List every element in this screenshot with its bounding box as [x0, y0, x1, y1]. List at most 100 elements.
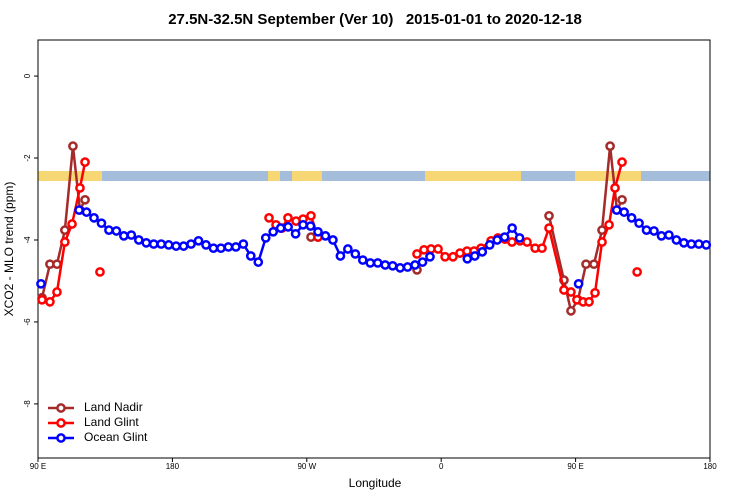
data-point: [290, 228, 301, 239]
data-point: [544, 210, 554, 221]
data-point: [60, 237, 70, 247]
series-line: [40, 146, 624, 315]
legend-marker: [56, 418, 66, 428]
data-point: [306, 210, 316, 221]
data-point: [395, 263, 405, 273]
data-point: [477, 247, 488, 257]
land-mask-strip: [38, 171, 710, 181]
x-tick-label: 0: [439, 462, 444, 471]
data-point: [417, 257, 428, 267]
data-point: [412, 249, 422, 259]
data-point: [104, 225, 114, 235]
data-point: [156, 239, 167, 249]
data-point: [573, 278, 584, 289]
data-point: [81, 207, 92, 217]
data-point: [253, 257, 264, 267]
data-point: [74, 205, 84, 215]
chart-title: 27.5N-32.5N September (Ver 10) 2015-01-0…: [168, 11, 582, 28]
data-point: [597, 237, 607, 247]
data-point: [484, 240, 495, 250]
data-point: [664, 230, 674, 240]
data-point: [133, 235, 144, 245]
data-point: [119, 231, 129, 241]
data-point: [671, 235, 682, 245]
data-point: [264, 213, 274, 223]
data-point: [96, 218, 107, 229]
data-point: [89, 213, 99, 223]
data-point: [335, 251, 346, 261]
data-point: [186, 239, 196, 249]
data-point: [305, 221, 316, 231]
data-point: [469, 251, 480, 261]
data-point: [350, 249, 361, 259]
data-point: [402, 262, 413, 272]
data-point: [589, 259, 599, 270]
x-tick-label: 180: [166, 462, 180, 471]
data-point: [686, 239, 697, 249]
series-line: [78, 208, 707, 270]
data-point: [313, 226, 323, 237]
data-point: [507, 237, 517, 247]
data-point: [387, 260, 398, 271]
legend-label: Land Glint: [84, 415, 139, 429]
data-point: [80, 157, 90, 167]
data-point: [656, 231, 667, 241]
data-point: [365, 258, 376, 268]
data-point: [75, 183, 85, 193]
data-point: [605, 141, 615, 151]
data-point: [679, 238, 689, 248]
data-point: [80, 194, 90, 205]
data-point: [343, 244, 353, 254]
data-point: [37, 294, 47, 305]
data-point: [163, 240, 174, 250]
data-point: [298, 219, 308, 230]
x-tick-label: 90 W: [297, 462, 316, 471]
data-point: [238, 239, 249, 249]
data-point: [440, 251, 450, 262]
data-point: [448, 251, 458, 262]
data-point: [604, 219, 614, 230]
data-point: [566, 306, 576, 316]
data-point: [641, 225, 652, 235]
data-point: [193, 235, 204, 246]
data-point: [617, 194, 627, 205]
data-point: [357, 255, 368, 265]
land-strip: [268, 171, 280, 181]
data-point: [171, 241, 181, 251]
data-point: [126, 230, 137, 240]
data-point: [462, 253, 473, 264]
data-point: [231, 242, 241, 252]
data-point: [619, 207, 629, 217]
data-point: [36, 278, 46, 289]
y-tick-label: 0: [23, 73, 32, 78]
data-point: [611, 205, 622, 215]
legend-label: Ocean Glint: [84, 430, 148, 444]
data-point: [245, 251, 256, 261]
y-tick-label: -2: [23, 154, 32, 162]
data-point: [610, 183, 620, 193]
data-point: [617, 157, 627, 167]
data-point: [320, 231, 331, 241]
data-point: [632, 267, 642, 277]
legend-label: Land Nadir: [84, 400, 143, 414]
data-point: [626, 213, 637, 223]
data-point: [522, 237, 532, 247]
data-point: [111, 226, 122, 236]
data-point: [649, 226, 659, 236]
data-point: [693, 239, 704, 249]
x-tick-label: 90 E: [567, 462, 583, 471]
data-point: [95, 267, 105, 277]
data-point: [433, 244, 443, 254]
data-point: [67, 219, 77, 229]
land-strip: [292, 171, 322, 181]
plot-frame: [37, 39, 711, 459]
data-point: [410, 260, 420, 270]
data-point: [492, 235, 503, 245]
data-point: [566, 287, 576, 297]
data-point: [275, 223, 286, 233]
data-point: [581, 259, 591, 270]
data-point: [283, 213, 293, 223]
x-tick-label: 90 E: [30, 462, 46, 471]
x-tick-label: 180: [703, 462, 717, 471]
legend-marker: [56, 403, 66, 413]
